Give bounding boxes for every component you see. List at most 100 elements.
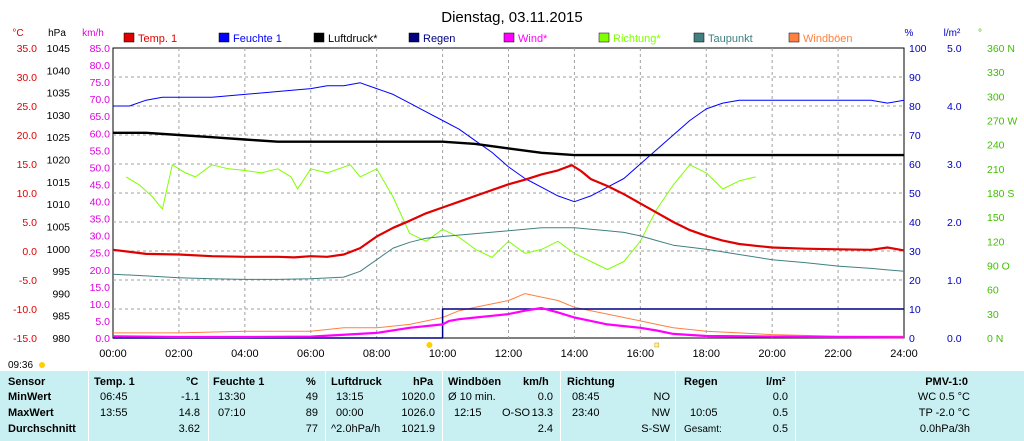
x-tick-label: 04:00 <box>231 348 259 360</box>
legend-swatch <box>123 32 135 43</box>
rain-title: Regen <box>684 376 718 388</box>
direction-axis-tick-label: 0 N <box>987 333 1003 345</box>
rain-min: 0.0 <box>772 391 788 403</box>
temp-axis-tick-label: 25.0 <box>17 101 38 113</box>
temp-min: -1.1 <box>181 391 200 403</box>
rain-axis-tick-label: 2.0 <box>947 217 962 229</box>
series-line-temp-1 <box>112 164 905 259</box>
humidity-min-time: 13:30 <box>218 391 246 403</box>
pressure-axis-tick-label: 1005 <box>47 221 71 233</box>
legend-swatch <box>598 32 610 43</box>
wind-axis-unit-label: km/h <box>82 28 104 39</box>
wind-axis-tick-label: 35.0 <box>90 214 111 226</box>
x-tick-label: 08:00 <box>363 348 391 360</box>
wind-axis-tick-label: 0.0 <box>95 333 110 345</box>
gusts-avg-value: 0.0 <box>537 391 553 403</box>
direction-title: Richtung <box>567 376 615 388</box>
wind-axis-tick-label: 80.0 <box>90 60 111 72</box>
row-label-avg: Durchschnitt <box>8 423 76 435</box>
humidity-unit: % <box>306 376 316 388</box>
grid <box>112 47 905 339</box>
humidity-axis-tick-label: 10 <box>909 304 921 316</box>
rain-max-time: 10:05 <box>690 407 718 419</box>
gusts-max-dir: O-SO <box>502 407 531 419</box>
x-tick-label: 20:00 <box>758 348 786 360</box>
x-tick-label: 10:00 <box>429 348 457 360</box>
humidity-axis-unit-label: % <box>905 28 914 39</box>
pressure-title: Luftdruck <box>331 376 382 388</box>
row-label-max: MaxWert <box>8 407 54 419</box>
legend-swatch <box>218 32 230 43</box>
pressure-axis-tick-label: 1020 <box>47 155 71 167</box>
x-tick-label: 22:00 <box>824 348 852 360</box>
wind-axis-tick-label: 5.0 <box>95 316 110 328</box>
pressure-axis-tick-label: 1015 <box>47 177 71 189</box>
direction-axis-tick-label: 240 <box>987 140 1005 152</box>
humidity-axis-tick-label: 80 <box>909 101 921 113</box>
pmv-tp: TP -2.0 °C <box>918 407 970 419</box>
series-line-windb-en <box>113 293 904 337</box>
pressure-min-time: 13:15 <box>336 391 364 403</box>
pressure-axis-tick-label: 995 <box>52 266 70 278</box>
pressure-axis-tick-label: 1040 <box>47 65 71 77</box>
pmv-trend: 0.0hPa/3h <box>919 423 970 435</box>
series-line-richtung <box>125 164 756 270</box>
humidity-max-time: 07:10 <box>218 407 246 419</box>
wind-axis-tick-label: 70.0 <box>90 94 111 106</box>
x-tick-label: 16:00 <box>627 348 655 360</box>
direction-axis-tick-label: 120 <box>987 236 1005 248</box>
legend-label: Wind* <box>518 33 548 45</box>
pressure-axis-tick-label: 1000 <box>47 244 71 256</box>
rain-axis-tick-label: 3.0 <box>947 159 962 171</box>
gusts-avg: 2.4 <box>537 423 553 435</box>
pressure-axis-tick-label: 1035 <box>47 88 71 100</box>
direction-axis-tick-label: 210 <box>987 164 1005 176</box>
temp-max-time: 13:55 <box>100 407 128 419</box>
rain-max: 0.5 <box>772 407 788 419</box>
rain-axis-tick-label: 1.0 <box>947 275 962 287</box>
temp-axis-tick-label: -5.0 <box>19 275 37 287</box>
current-time-marker <box>39 362 45 368</box>
row-label-sensor: Sensor <box>8 376 46 388</box>
wind-axis-tick-label: 55.0 <box>90 145 111 157</box>
pressure-axis-unit-label: hPa <box>48 28 66 39</box>
direction-axis-tick-label: 330 <box>987 67 1005 79</box>
wind-axis-tick-label: 85.0 <box>90 43 111 55</box>
temp-avg: 3.62 <box>178 423 200 435</box>
gusts-max-time: 12:15 <box>454 407 482 419</box>
legend-label: Richtung* <box>613 33 661 45</box>
direction-axis-tick-label: 150 <box>987 212 1005 224</box>
x-tick-label: 24:00 <box>890 348 918 360</box>
legend-swatch <box>313 32 325 43</box>
x-tick-label: 06:00 <box>297 348 325 360</box>
direction-axis-tick-label: 300 <box>987 91 1005 103</box>
legend-swatch <box>408 32 420 43</box>
humidity-axis-tick-label: 0 <box>909 333 915 345</box>
pressure-avg: 1021.9 <box>401 423 435 435</box>
direction-min: NO <box>653 391 671 403</box>
direction-max-time: 23:40 <box>572 407 600 419</box>
gusts-max: 13.3 <box>531 407 553 419</box>
direction-axis-tick-label: 90 O <box>987 261 1010 273</box>
gusts-title: Windböen <box>448 376 502 388</box>
direction-axis-tick-label: 180 S <box>987 188 1014 200</box>
x-tick-label: 14:00 <box>561 348 589 360</box>
series-line-taupunkt <box>112 227 905 280</box>
wind-axis-tick-label: 40.0 <box>90 197 111 209</box>
pmv-title: PMV-1:0 <box>925 376 968 388</box>
pressure-unit: hPa <box>413 376 434 388</box>
sunset-marker <box>654 342 660 348</box>
markers <box>426 342 660 348</box>
pressure-axis-tick-label: 1030 <box>47 110 71 122</box>
pressure-axis-tick-label: 1010 <box>47 199 71 211</box>
humidity-max: 89 <box>305 407 318 419</box>
gusts-unit: km/h <box>523 376 549 388</box>
axes: 00:00 02:00 04:00 06:00 08:00 10:00 12:00 14:00… <box>12 28 1017 360</box>
wind-axis-tick-label: 30.0 <box>90 231 111 243</box>
rain-axis-unit-label: l/m² <box>944 28 961 39</box>
wind-axis-tick-label: 50.0 <box>90 162 111 174</box>
legend-label: Feuchte 1 <box>233 33 282 45</box>
chart-title: Dienstag, 03.11.2015 <box>441 9 583 26</box>
x-tick-label: 02:00 <box>165 348 193 360</box>
direction-axis-tick-label: 360 N <box>987 43 1015 55</box>
